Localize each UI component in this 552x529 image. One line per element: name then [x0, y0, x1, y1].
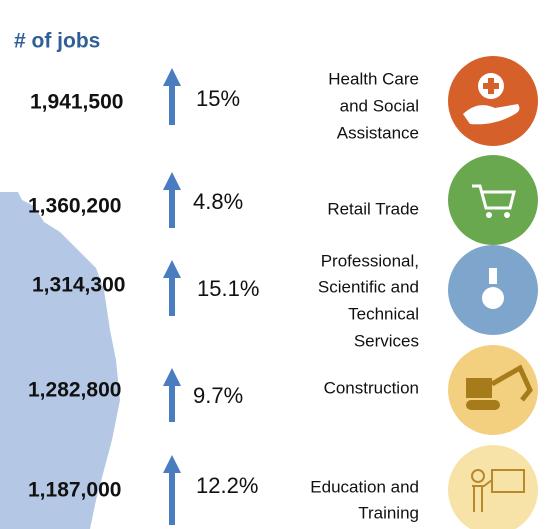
industry-label: Assistance	[337, 123, 419, 142]
growth: 15.1%	[197, 276, 259, 301]
icon-retail	[448, 155, 538, 245]
icon-science	[448, 245, 538, 335]
icon-health	[448, 56, 538, 146]
growth: 15%	[196, 86, 240, 111]
growth: 12.2%	[196, 473, 258, 498]
industry-label: Professional,	[321, 251, 419, 270]
industry-label: Scientific and	[318, 277, 419, 296]
icon-construction	[448, 345, 538, 435]
up-arrow	[163, 260, 181, 316]
up-arrow	[163, 368, 181, 422]
job-count: 1,282,800	[28, 379, 121, 402]
industry-label: and Social	[340, 96, 419, 115]
up-arrow	[163, 455, 181, 525]
map-shape	[0, 192, 120, 529]
industry-label: Health Care	[328, 69, 419, 88]
job-count: 1,314,300	[32, 274, 125, 297]
industry-label: Training	[358, 503, 419, 522]
icon-education	[448, 445, 538, 529]
job-count: 1,187,000	[28, 479, 121, 502]
industry-label: Technical	[348, 304, 419, 323]
rows: 1,941,500 15% Health Care and Social Assista…	[28, 68, 419, 525]
growth: 4.8%	[193, 189, 243, 214]
up-arrow	[163, 172, 181, 228]
industry-label: Retail Trade	[327, 199, 419, 218]
industry-label: Education and	[310, 477, 419, 496]
up-arrow	[163, 68, 181, 125]
job-count: 1,360,200	[28, 195, 121, 218]
growth: 9.7%	[193, 383, 243, 408]
job-count: 1,941,500	[30, 91, 123, 114]
industry-label: Services	[354, 331, 419, 350]
industry-label: Construction	[324, 378, 419, 397]
title: # of jobs	[14, 30, 100, 53]
